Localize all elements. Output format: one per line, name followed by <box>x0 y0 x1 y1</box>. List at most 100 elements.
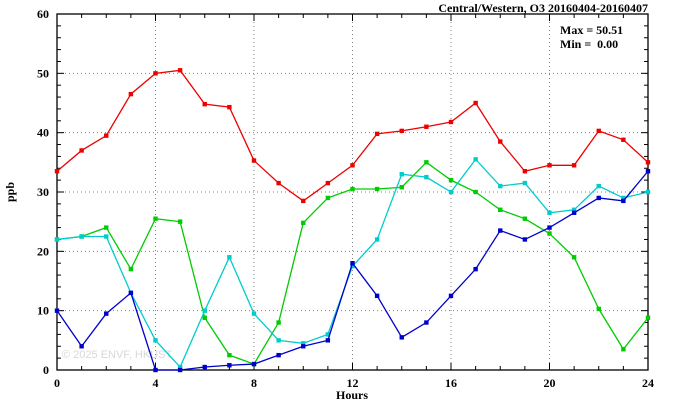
data-point-green <box>276 320 281 325</box>
series-cyan <box>54 157 651 370</box>
y-tick-label: 50 <box>37 66 49 80</box>
data-point-cyan <box>325 332 331 337</box>
x-tick-label: 24 <box>642 376 654 390</box>
x-tick-label: 4 <box>153 376 159 390</box>
y-tick-label: 10 <box>37 304 49 318</box>
data-point-blue <box>424 320 429 325</box>
data-point-red <box>498 139 503 144</box>
data-point-blue <box>448 293 454 299</box>
data-point-cyan <box>104 234 109 239</box>
data-point-red <box>350 163 355 168</box>
data-point-blue <box>498 228 503 233</box>
data-point-green <box>473 189 478 195</box>
data-point-red <box>547 163 552 168</box>
y-tick-label: 0 <box>43 363 49 377</box>
data-point-cyan <box>547 210 552 215</box>
data-point-red <box>79 148 84 153</box>
data-point-red <box>596 128 601 134</box>
x-tick-labels: 0 4 8 12 16 20 24 <box>54 376 654 390</box>
data-point-blue <box>128 290 134 296</box>
data-point-blue <box>473 266 478 272</box>
data-point-cyan <box>227 255 232 260</box>
data-point-red <box>177 68 183 73</box>
data-point-red <box>325 180 331 186</box>
data-point-red <box>645 160 651 165</box>
data-point-blue <box>399 335 404 340</box>
data-point-cyan <box>276 338 281 343</box>
data-point-red <box>104 133 109 138</box>
data-point-blue <box>571 210 577 215</box>
data-point-cyan <box>498 183 503 189</box>
series-blue <box>54 169 651 373</box>
data-point-cyan <box>153 338 158 343</box>
data-point-cyan <box>424 174 429 180</box>
data-point-red <box>202 101 207 107</box>
data-point-blue <box>104 311 109 316</box>
data-point-blue <box>621 198 626 204</box>
data-point-cyan <box>448 189 454 195</box>
x-tick-label: 0 <box>54 376 60 390</box>
data-point-cyan <box>522 180 528 186</box>
chart-title: Central/Western, O3 20160404-20160407 <box>438 1 648 15</box>
data-point-cyan <box>79 234 84 239</box>
data-point-cyan <box>202 308 207 313</box>
data-point-green <box>547 231 552 236</box>
data-point-blue <box>202 364 207 370</box>
data-point-red <box>473 100 478 106</box>
data-point-green <box>596 306 601 312</box>
data-point-cyan <box>54 237 60 242</box>
data-point-cyan <box>177 364 183 370</box>
data-point-red <box>374 131 380 137</box>
data-point-green <box>227 352 232 358</box>
data-point-green <box>522 216 528 221</box>
plot-area: 0 4 8 12 16 20 24 0 10 20 30 40 50 60 <box>37 7 654 390</box>
data-point-red <box>571 163 577 168</box>
data-point-green <box>399 185 404 190</box>
watermark: © 2025 ENVF, HKUST <box>62 349 172 361</box>
data-point-blue <box>522 237 528 242</box>
data-point-cyan <box>251 311 257 316</box>
data-point-cyan <box>621 195 626 201</box>
axis-ticks <box>56 13 649 371</box>
data-point-blue <box>645 169 651 174</box>
data-point-blue <box>350 261 355 266</box>
data-point-green <box>374 186 380 192</box>
data-point-cyan <box>571 207 577 212</box>
data-point-blue <box>177 367 183 373</box>
data-point-cyan <box>596 183 601 189</box>
data-point-green <box>498 207 503 212</box>
y-tick-label: 30 <box>37 185 49 199</box>
data-point-blue <box>547 225 552 230</box>
x-tick-label: 12 <box>347 376 359 390</box>
data-point-green <box>448 177 454 183</box>
data-point-red <box>276 180 281 186</box>
x-tick-label: 20 <box>544 376 556 390</box>
data-point-red <box>399 128 404 134</box>
data-point-green <box>301 220 306 226</box>
data-point-cyan <box>473 157 478 162</box>
data-point-red <box>227 104 232 110</box>
data-point-blue <box>276 352 281 358</box>
data-point-green <box>104 225 109 230</box>
data-point-blue <box>301 344 306 349</box>
data-point-blue <box>596 195 601 201</box>
max-annotation: Max = 50.51 <box>560 23 623 37</box>
data-point-green <box>153 216 158 221</box>
data-point-green <box>325 195 331 201</box>
x-axis-label: Hours <box>336 388 368 402</box>
data-point-red <box>54 169 60 174</box>
data-point-red <box>251 158 257 163</box>
y-tick-label: 20 <box>37 244 49 258</box>
data-point-blue <box>374 293 380 299</box>
data-point-red <box>621 137 626 142</box>
data-point-green <box>621 347 626 352</box>
y-tick-labels: 0 10 20 30 40 50 60 <box>37 7 49 377</box>
data-point-green <box>128 266 134 272</box>
data-point-red <box>301 198 306 204</box>
data-point-cyan <box>374 237 380 242</box>
min-annotation: Min = 0.00 <box>560 37 618 51</box>
data-point-blue <box>227 363 232 368</box>
data-point-cyan <box>301 341 306 346</box>
data-point-blue <box>325 338 331 343</box>
